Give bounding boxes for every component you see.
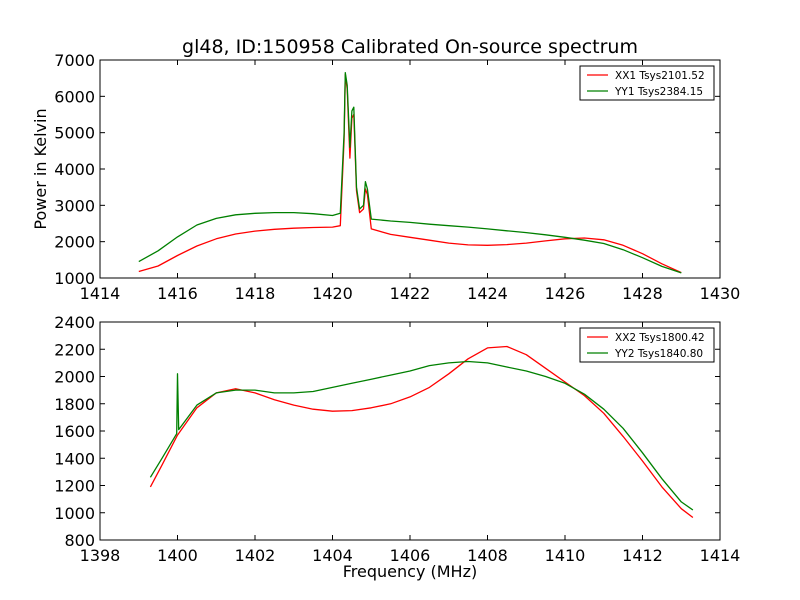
y-tick-label: 6000 <box>54 87 95 106</box>
y-tick-label: 1000 <box>54 269 95 288</box>
y-tick-label: 7000 <box>54 51 95 70</box>
legend-box <box>579 327 715 363</box>
y-axis-label: Power in Kelvin <box>31 108 50 229</box>
x-tick-label: 1416 <box>157 284 198 303</box>
y-tick-label: 2400 <box>54 313 95 332</box>
y-tick-label: 1200 <box>54 477 95 496</box>
x-tick-label: 1414 <box>700 546 741 565</box>
y-tick-label: 2200 <box>54 340 95 359</box>
x-tick-label: 1400 <box>157 546 198 565</box>
legend-box <box>579 65 715 101</box>
x-tick-label: 1418 <box>235 284 276 303</box>
y-tick-label: 1400 <box>54 449 95 468</box>
y-tick-label: 800 <box>64 531 95 550</box>
x-tick-label: 1422 <box>390 284 431 303</box>
y-tick-label: 5000 <box>54 124 95 143</box>
x-tick-label: 1424 <box>467 284 508 303</box>
x-tick-label: 1412 <box>622 546 663 565</box>
y-tick-label: 1600 <box>54 422 95 441</box>
series-line-yy-panel-1 <box>138 72 682 274</box>
x-tick-label: 1406 <box>390 546 431 565</box>
y-tick-label: 4000 <box>54 160 95 179</box>
legend-entry: XX1 Tsys2101.52 <box>615 70 705 82</box>
series-line-xx-panel-1 <box>138 73 682 274</box>
x-tick-label: 1428 <box>622 284 663 303</box>
bottom-panel: 1398 1400 1402 1404 1406 1408 1410 1412 1414 800 1… <box>54 313 740 565</box>
series-line-xx-panel-2 <box>149 345 694 519</box>
y-tick-label: 1000 <box>54 504 95 523</box>
x-tick-label: 1404 <box>312 546 353 565</box>
x-tick-label: 1408 <box>467 546 508 565</box>
x-tick-label: 1410 <box>545 546 586 565</box>
chart-title: gl48, ID:150958 Calibrated On-source spe… <box>182 36 638 58</box>
x-axis-label: Frequency (MHz) <box>343 562 477 581</box>
legend: XX1 Tsys2101.52 YY1 Tsys2384.15 <box>579 65 715 101</box>
y-tick-label: 1800 <box>54 395 95 414</box>
x-tick-label: 1414 <box>80 284 121 303</box>
top-panel: 1414 1416 1418 1420 1422 1424 1426 1428 1430 1000… <box>54 51 740 303</box>
x-tick-label: 1398 <box>80 546 121 565</box>
legend-entry: YY2 Tsys1840.80 <box>614 348 703 360</box>
legend-entry: XX2 Tsys1800.42 <box>615 332 705 344</box>
y-tick-label: 2000 <box>54 233 95 252</box>
x-tick-label: 1430 <box>700 284 741 303</box>
x-tick-label: 1426 <box>545 284 586 303</box>
legend-entry: YY1 Tsys2384.15 <box>614 86 703 98</box>
x-tick-label: 1420 <box>312 284 353 303</box>
series-line-yy-panel-2 <box>149 360 694 511</box>
y-tick-label: 2000 <box>54 368 95 387</box>
y-tick-label: 3000 <box>54 196 95 215</box>
legend: XX2 Tsys1800.42 YY2 Tsys1840.80 <box>579 327 715 363</box>
x-tick-label: 1402 <box>235 546 276 565</box>
